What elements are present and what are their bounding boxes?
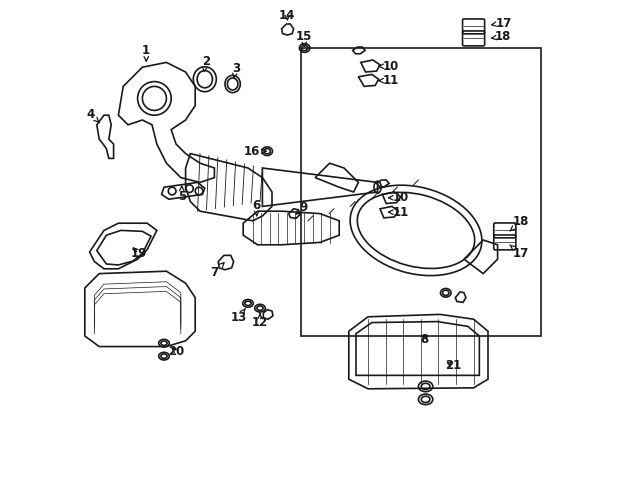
Text: 10: 10 bbox=[388, 191, 409, 204]
Text: 16: 16 bbox=[244, 144, 266, 158]
Text: 3: 3 bbox=[232, 61, 240, 78]
Text: 9: 9 bbox=[296, 201, 308, 214]
Text: 11: 11 bbox=[379, 74, 399, 87]
Text: 20: 20 bbox=[168, 345, 184, 358]
Text: 12: 12 bbox=[252, 313, 268, 329]
Text: 4: 4 bbox=[86, 108, 99, 123]
Text: 7: 7 bbox=[211, 263, 224, 279]
Text: 6: 6 bbox=[253, 199, 260, 216]
Text: 2: 2 bbox=[202, 55, 210, 72]
Bar bbox=[301, 48, 541, 336]
Text: 19: 19 bbox=[131, 247, 147, 260]
Text: 17: 17 bbox=[492, 16, 511, 30]
Text: 14: 14 bbox=[279, 9, 296, 22]
Text: 11: 11 bbox=[388, 205, 409, 219]
Text: 8: 8 bbox=[420, 333, 429, 347]
Text: 1: 1 bbox=[142, 44, 150, 61]
Text: 18: 18 bbox=[492, 30, 511, 43]
Text: 10: 10 bbox=[379, 60, 399, 73]
Text: 21: 21 bbox=[445, 359, 461, 372]
Text: 15: 15 bbox=[296, 30, 312, 47]
Text: 5: 5 bbox=[178, 186, 186, 204]
Text: 17: 17 bbox=[509, 245, 529, 260]
Text: 13: 13 bbox=[230, 309, 246, 324]
Text: 18: 18 bbox=[510, 215, 529, 231]
